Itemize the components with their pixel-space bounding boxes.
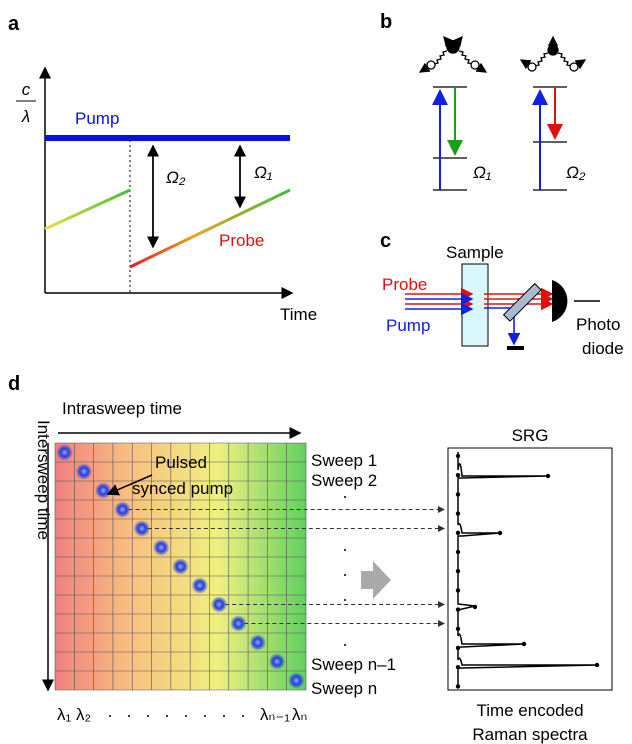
label: Probe — [219, 231, 264, 250]
pulse — [172, 558, 189, 575]
point — [594, 662, 600, 668]
axis-label: c — [22, 80, 31, 99]
wavelength-label: λ₁ — [57, 705, 72, 724]
label: Ω₂ — [166, 168, 186, 187]
pulse — [75, 463, 92, 480]
label: Pump — [386, 316, 430, 335]
point — [545, 473, 551, 479]
dot — [128, 715, 130, 717]
label: Ω₁ — [254, 163, 272, 182]
point — [521, 641, 527, 647]
dot — [242, 715, 244, 717]
dot — [185, 715, 187, 717]
beams — [405, 287, 554, 346]
point — [455, 684, 461, 689]
point — [455, 607, 461, 612]
panel-b: b Ω₁ Ω₂ — [380, 11, 587, 191]
pulse — [288, 672, 305, 689]
pulse — [95, 482, 112, 499]
label: Sample — [446, 243, 504, 262]
annotation: synced pump — [132, 479, 233, 498]
dot — [109, 715, 111, 717]
panel-c: c Sample Probe Pump Photo diode — [380, 230, 624, 358]
pulse — [269, 653, 286, 670]
spectrum-title: SRG — [512, 426, 549, 445]
label: Ω₂ — [566, 163, 586, 182]
panel-letter: b — [380, 11, 392, 33]
sweep-label: Sweep n–1 — [311, 655, 396, 674]
pump-pulses — [56, 444, 305, 689]
point — [455, 588, 461, 593]
wavelength-label: λₙ₋₁ — [260, 705, 290, 724]
sample — [461, 263, 489, 347]
axis-label: λ — [21, 107, 30, 126]
grid-lines — [54, 442, 307, 691]
sweep-label: Sweep n — [311, 679, 377, 698]
label: Photo — [576, 315, 620, 334]
arrow — [106, 474, 153, 496]
panel-a: a c λ Pump Probe Ω₂ Ω₁ Time — [8, 13, 317, 324]
point — [455, 530, 461, 535]
point — [455, 626, 461, 631]
point — [455, 645, 461, 651]
panel-d: d Intrasweep time Intersweep time Pulsed… — [8, 373, 613, 744]
panel-letter: c — [380, 230, 391, 252]
pulse — [249, 634, 266, 651]
pulse — [153, 539, 170, 556]
label: Pump — [75, 109, 119, 128]
dashed-arrows — [128, 506, 445, 627]
filter — [502, 282, 542, 322]
ellipsis — [344, 496, 346, 646]
point — [455, 665, 461, 670]
big-arrow — [361, 561, 391, 599]
wavelength-label: λ₂ — [76, 705, 91, 724]
point — [455, 473, 461, 478]
dot — [204, 715, 206, 717]
axis-label: Intersweep time — [34, 420, 53, 540]
dot — [166, 715, 168, 717]
pulse — [211, 596, 228, 613]
probe-line — [129, 188, 291, 269]
label: Probe — [382, 275, 427, 294]
point — [455, 453, 461, 459]
pulse — [230, 615, 247, 632]
pulse — [133, 520, 150, 537]
point — [472, 604, 478, 610]
point — [455, 549, 461, 555]
caption: Raman spectra — [472, 725, 588, 744]
point — [455, 569, 461, 574]
pulse — [56, 444, 73, 461]
axis-label: Time — [280, 305, 317, 324]
pulse — [114, 501, 131, 518]
axis-label: Intrasweep time — [62, 399, 182, 418]
pulse — [191, 577, 208, 594]
label: diode — [582, 339, 624, 358]
caption: Time encoded — [476, 701, 583, 720]
sweep-label: Sweep 1 — [311, 451, 377, 470]
sweep-label: Sweep 2 — [311, 471, 377, 490]
point — [455, 492, 461, 497]
dot — [147, 715, 149, 717]
panel-letter: d — [8, 373, 20, 395]
point — [455, 511, 461, 516]
beam-block — [507, 346, 524, 350]
dot — [223, 715, 225, 717]
spectrum-points — [455, 453, 600, 689]
spectrum-box — [447, 447, 613, 691]
probe-line — [44, 188, 131, 231]
label: Ω₁ — [473, 163, 491, 182]
molecule — [418, 36, 488, 73]
photodiode — [552, 280, 568, 322]
annotation: Pulsed — [155, 453, 207, 472]
ellipsis — [109, 715, 244, 717]
molecule — [519, 35, 587, 72]
energy-levels — [433, 86, 567, 191]
wavelength-label: λₙ — [292, 705, 307, 724]
panel-letter: a — [8, 13, 20, 35]
point — [497, 530, 503, 536]
